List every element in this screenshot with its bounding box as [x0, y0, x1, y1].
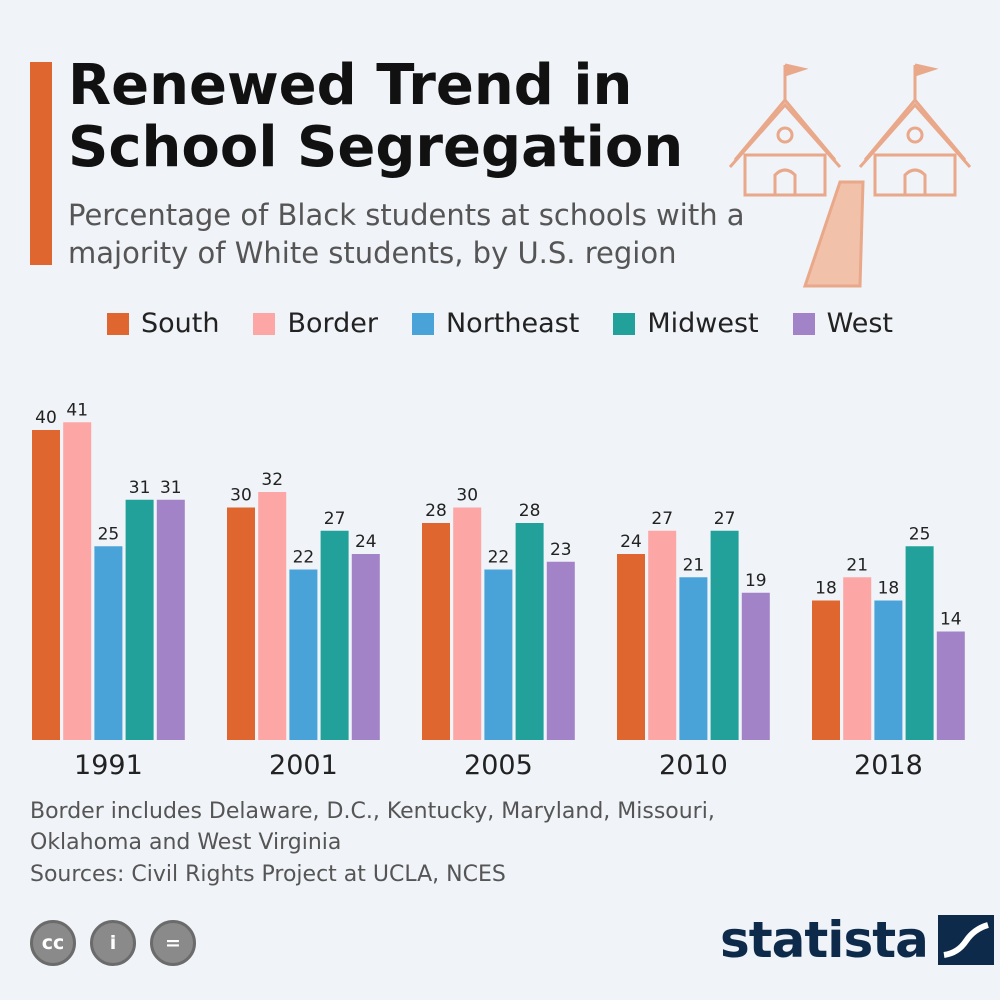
data-label: 24 — [355, 532, 377, 552]
legend-item-west: West — [792, 308, 893, 339]
chart-title: Renewed Trend in School Segregation — [68, 53, 684, 180]
bar-south-1991 — [32, 430, 60, 740]
data-label: 21 — [683, 555, 705, 575]
legend-item-south: South — [106, 308, 220, 339]
legend-swatch — [106, 312, 129, 335]
data-label: 31 — [129, 478, 151, 498]
bar-border-2010 — [648, 530, 677, 740]
bar-midwest-2010 — [710, 530, 739, 740]
brand-name: statista — [720, 911, 929, 969]
bar-midwest-2018 — [905, 546, 934, 740]
bar-border-2005 — [453, 507, 482, 740]
bar-northeast-2001 — [289, 569, 318, 740]
no-derivatives-icon[interactable]: = — [150, 920, 196, 966]
data-label: 25 — [909, 524, 931, 544]
bar-midwest-2001 — [320, 530, 349, 740]
bar-south-2005 — [422, 523, 450, 740]
legend-item-midwest: Midwest — [613, 308, 759, 339]
data-label: 28 — [519, 501, 541, 521]
bar-midwest-1991 — [125, 499, 154, 740]
bar-midwest-2005 — [515, 523, 544, 740]
bar-northeast-1991 — [94, 546, 123, 740]
data-label: 24 — [620, 532, 642, 552]
bar-south-2010 — [617, 554, 645, 740]
bar-border-2001 — [258, 492, 287, 740]
bar-northeast-2010 — [679, 577, 708, 740]
legend-swatch — [792, 312, 815, 335]
legend: South Border Northeast Midwest West — [0, 308, 1000, 339]
legend-swatch — [253, 312, 276, 335]
bar-west-2018 — [936, 631, 965, 740]
statista-logo[interactable]: statista — [720, 910, 994, 970]
bar-border-2018 — [843, 577, 872, 740]
footnote: Border includes Delaware, D.C., Kentucky… — [30, 799, 715, 855]
data-label: 18 — [878, 579, 900, 599]
legend-label: Border — [287, 308, 378, 339]
bar-south-2001 — [227, 507, 255, 740]
bar-border-1991 — [63, 422, 92, 740]
data-label: 19 — [745, 571, 767, 591]
bar-south-2018 — [812, 600, 840, 740]
source-text: Sources: Civil Rights Project at UCLA, N… — [30, 862, 506, 887]
data-label: 22 — [293, 548, 315, 568]
data-label: 40 — [35, 408, 57, 428]
bar-west-2005 — [546, 561, 575, 740]
chart-subtitle: Percentage of Black students at schools … — [68, 198, 745, 270]
legend-item-border: Border — [253, 308, 378, 339]
school-right-icon — [858, 63, 972, 197]
data-label: 28 — [425, 501, 447, 521]
bar-west-1991 — [156, 499, 185, 740]
data-label: 18 — [815, 579, 837, 599]
statista-mark-icon — [937, 915, 994, 965]
data-label: 41 — [66, 400, 88, 420]
legend-swatch — [411, 312, 434, 335]
cc-icon[interactable]: cc — [30, 920, 76, 966]
bar-west-2001 — [351, 554, 380, 740]
school-left-icon — [728, 63, 842, 197]
attribution-icon[interactable]: i — [90, 920, 136, 966]
bar-west-2010 — [741, 592, 770, 740]
x-tick-label: 2010 — [659, 750, 728, 781]
legend-label: South — [140, 308, 220, 339]
legend-label: Northeast — [445, 308, 580, 339]
data-label: 27 — [714, 509, 736, 529]
data-label: 30 — [230, 486, 252, 506]
x-tick-label: 2001 — [269, 750, 338, 781]
data-label: 27 — [651, 509, 673, 529]
bar-northeast-2018 — [874, 600, 903, 740]
data-label: 21 — [846, 555, 868, 575]
data-label: 25 — [98, 524, 120, 544]
data-label: 32 — [261, 470, 283, 490]
school-illustration — [728, 63, 972, 288]
legend-label: Midwest — [647, 308, 759, 339]
data-label: 31 — [160, 478, 182, 498]
x-tick-label: 2018 — [854, 750, 923, 781]
bar-chart: 40 41 25 31 31 1991 30 32 22 27 24 2001 28 30 22 28 23 20… — [32, 400, 965, 781]
data-label: 14 — [940, 610, 962, 630]
x-tick-label: 2005 — [464, 750, 533, 781]
data-label: 22 — [488, 548, 510, 568]
legend-label: West — [826, 308, 893, 339]
data-label: 30 — [456, 486, 478, 506]
data-label: 27 — [324, 509, 346, 529]
license-icons: cc i = — [30, 920, 196, 966]
legend-item-northeast: Northeast — [411, 308, 580, 339]
bar-northeast-2005 — [484, 569, 513, 740]
data-label: 23 — [550, 540, 572, 560]
path-shape — [802, 180, 865, 288]
accent-bar — [30, 62, 52, 265]
legend-swatch — [613, 312, 636, 335]
x-tick-label: 1991 — [74, 750, 143, 781]
